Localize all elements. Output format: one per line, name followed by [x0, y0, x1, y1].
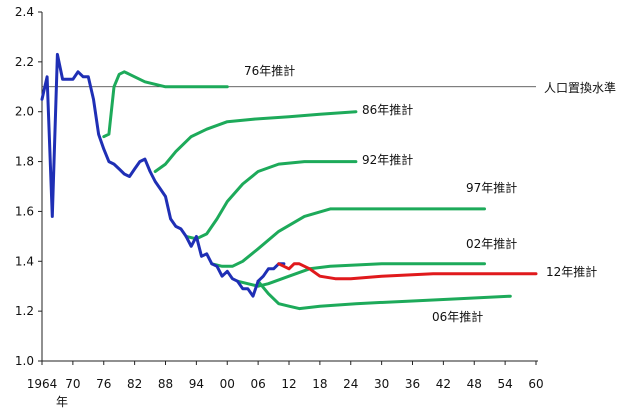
x-tick-label: 24: [343, 377, 358, 391]
x-tick-label: 36: [405, 377, 420, 391]
x-tick-label: 42: [436, 377, 451, 391]
y-tick-label: 2.2: [15, 55, 34, 69]
projection-line-5: [236, 262, 486, 288]
series-label-86: 86年推計: [362, 102, 413, 117]
replacement-level-label: 人口置換水準: [544, 80, 616, 95]
y-ticks: 1.0 1.2 1.4 1.6 1.8 2.0 2.2 2.4: [15, 5, 42, 368]
y-tick-label: 1.2: [15, 304, 34, 318]
x-tick-label: 60: [528, 377, 543, 391]
x-tick-label: 18: [312, 377, 327, 391]
y-tick-label: 1.6: [15, 204, 34, 218]
series-label-12: 12年推計: [546, 264, 597, 279]
projection-line-4: [210, 207, 486, 268]
series-label-97: 97年推計: [466, 180, 517, 195]
series-label-76: 76年推計: [244, 63, 295, 78]
series-group: [40, 52, 538, 311]
x-tick-label: 12: [281, 377, 296, 391]
y-tick-label: 1.8: [15, 155, 34, 169]
x-tick-label: 70: [65, 377, 80, 391]
projection-line-6: [256, 279, 512, 311]
projection-line-2: [153, 110, 358, 173]
projection-line-3: [184, 160, 358, 241]
x-tick-label: 30: [374, 377, 389, 391]
actual-tfr-line: [40, 52, 286, 298]
x-tick-label: 48: [467, 377, 482, 391]
series-label-92: 92年推計: [362, 152, 413, 167]
y-tick-label: 1.4: [15, 254, 34, 268]
y-tick-label: 2.4: [15, 5, 34, 19]
y-tick-label: 1.0: [15, 354, 34, 368]
x-tick-label: 1964: [27, 377, 58, 391]
x-tick-label: 88: [158, 377, 173, 391]
x-tick-label: 00: [220, 377, 235, 391]
x-tick-label: 76: [96, 377, 111, 391]
series-label-02: 02年推計: [466, 236, 517, 251]
projection-line-7: [277, 262, 538, 281]
x-tick-label: 54: [497, 377, 512, 391]
x-ticks: 1964 70 76 82 88 94 00 06 12 18 24 30 36 42 48 54 60: [27, 361, 544, 391]
series-label-06: 06年推計: [432, 309, 483, 324]
axes: [41, 12, 538, 362]
x-tick-label: 94: [189, 377, 204, 391]
x-tick-label: 82: [127, 377, 142, 391]
y-tick-label: 2.0: [15, 105, 34, 119]
x-axis-unit-label: 年: [56, 395, 68, 409]
replacement-level-group: 人口置換水準: [42, 80, 616, 95]
projection-line-1: [102, 70, 229, 139]
x-tick-label: 06: [250, 377, 265, 391]
series-labels: 76年推計 86年推計 92年推計 97年推計 02年推計 06年推計 12年推…: [244, 63, 597, 324]
